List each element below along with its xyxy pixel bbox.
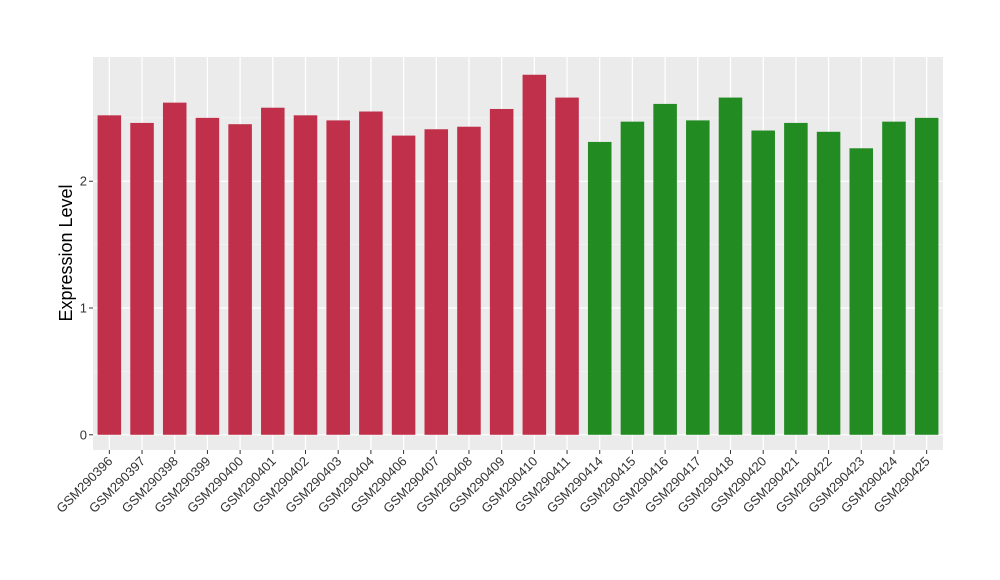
bar-GSM290407 bbox=[424, 129, 449, 435]
bar-GSM290401 bbox=[261, 107, 285, 435]
y-tick-label: 0 bbox=[80, 427, 87, 442]
bar-GSM290403 bbox=[326, 120, 350, 435]
bar-GSM290400 bbox=[228, 124, 252, 435]
bar-GSM290415 bbox=[620, 121, 645, 435]
bar-GSM290418 bbox=[718, 97, 743, 435]
bar-GSM290402 bbox=[293, 115, 318, 435]
bar-GSM290409 bbox=[489, 108, 514, 435]
bar-GSM290406 bbox=[391, 135, 416, 435]
bar-GSM290404 bbox=[359, 111, 383, 435]
bar-GSM290410 bbox=[522, 74, 547, 435]
bar-GSM290425 bbox=[914, 117, 939, 435]
bar-GSM290422 bbox=[816, 131, 841, 435]
bar-GSM290397 bbox=[130, 122, 154, 435]
bar-GSM290398 bbox=[162, 102, 187, 435]
bar-GSM290399 bbox=[195, 117, 220, 435]
y-tick-label: 2 bbox=[80, 174, 87, 189]
y-tick-label: 1 bbox=[80, 301, 87, 316]
bar-GSM290423 bbox=[849, 148, 874, 435]
y-axis: 0 1 2 bbox=[80, 174, 93, 442]
plot-panel bbox=[93, 57, 943, 450]
bar-GSM290414 bbox=[587, 141, 612, 435]
bar-GSM290420 bbox=[751, 130, 775, 435]
bar-GSM290417 bbox=[686, 120, 710, 435]
bars bbox=[97, 74, 939, 435]
bar-GSM290411 bbox=[555, 97, 579, 435]
bar-GSM290424 bbox=[882, 121, 906, 435]
bar-GSM290396 bbox=[97, 115, 122, 435]
bar-GSM290421 bbox=[784, 122, 808, 435]
bar-GSM290416 bbox=[653, 103, 677, 435]
x-axis: GSM290396GSM290397GSM290398GSM290399GSM2… bbox=[53, 450, 933, 516]
y-axis-title: Expression Level bbox=[56, 184, 76, 321]
bar-GSM290408 bbox=[457, 126, 481, 435]
